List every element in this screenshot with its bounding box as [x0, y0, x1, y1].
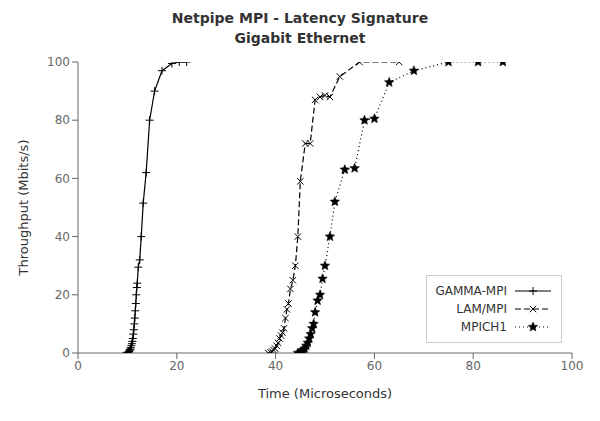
svg-text:80: 80 — [55, 113, 70, 127]
svg-text:60: 60 — [55, 172, 70, 186]
svg-text:20: 20 — [55, 288, 70, 302]
svg-text:40: 40 — [55, 230, 70, 244]
svg-text:Throughput (Mbits/s): Throughput (Mbits/s) — [16, 140, 31, 277]
svg-text:60: 60 — [367, 359, 382, 373]
svg-text:Time (Microseconds): Time (Microseconds) — [257, 386, 392, 401]
svg-text:20: 20 — [169, 359, 184, 373]
svg-text:100: 100 — [561, 359, 584, 373]
svg-text:80: 80 — [466, 359, 481, 373]
html-text:GAMMA-MPI: GAMMA-MPI — [435, 284, 507, 298]
html-text:LAM/MPI: LAM/MPI — [456, 302, 507, 316]
svg-text:0: 0 — [74, 359, 82, 373]
html-text:MPICH1: MPICH1 — [460, 320, 507, 334]
html-text:Netpipe MPI - Latency Signatur: Netpipe MPI - Latency Signature — [171, 10, 429, 26]
svg-text:100: 100 — [47, 55, 70, 69]
svg-text:0: 0 — [62, 346, 70, 360]
html-text:Gigabit Ethernet: Gigabit Ethernet — [234, 30, 366, 46]
svg-text:40: 40 — [268, 359, 283, 373]
